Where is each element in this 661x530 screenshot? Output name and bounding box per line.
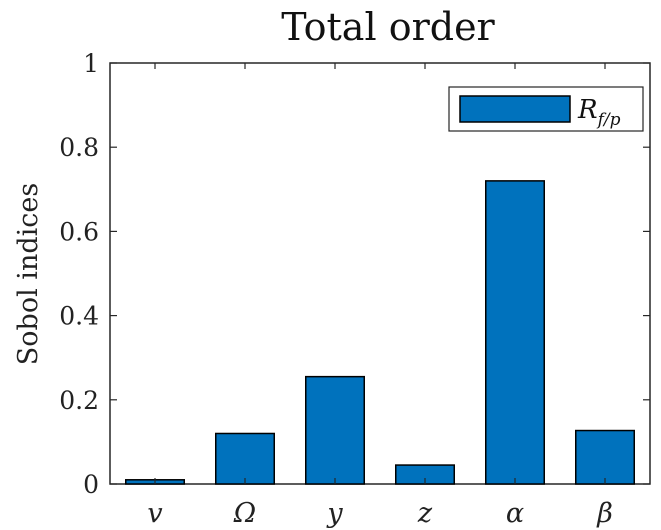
x-tick-label-3: z [417,498,433,529]
legend-label-main: R [577,95,598,125]
y-axis-label: Sobol indices [13,183,44,365]
y-tick-label-3: 0.6 [59,217,99,246]
chart-title: Total order [281,5,495,49]
x-tick-label-0: v [147,498,162,529]
legend-swatch [459,95,571,123]
y-tick-label-1: 0.2 [59,386,99,415]
y-tick-label-0: 0 [83,470,99,499]
y-tick-label-4: 0.8 [59,133,99,162]
bar-5 [575,429,635,485]
bars-group [125,180,635,485]
legend-label-sub: f/p [596,110,621,130]
legend-entry: Rf/p [577,95,621,130]
y-tick-label-2: 0.4 [59,302,99,331]
bar-4 [485,180,545,485]
x-tick-label-2: y [326,498,343,529]
bar-2 [305,375,365,485]
bar-1 [215,432,275,485]
x-tick-label-5: β [596,498,613,529]
x-tick-label-4: α [506,498,524,529]
plot-area [109,62,651,485]
legend: Rf/p [448,86,644,132]
x-tick-label-1: Ω [233,498,256,529]
y-ticks-group: 0 0.2 0.4 0.6 0.8 1 [59,49,650,499]
y-tick-label-5: 1 [83,49,99,78]
